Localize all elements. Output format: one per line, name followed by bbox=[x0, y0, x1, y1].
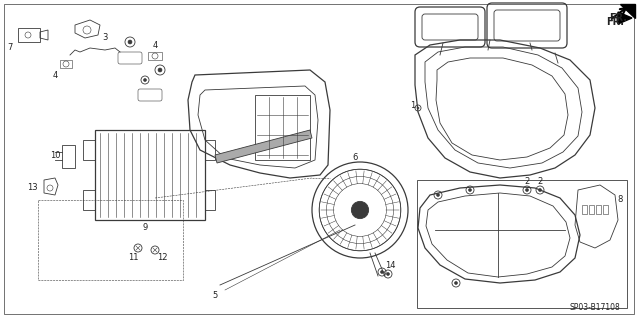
Bar bbox=[205, 140, 215, 160]
Text: 11: 11 bbox=[128, 254, 138, 263]
Text: 14: 14 bbox=[385, 261, 396, 270]
Circle shape bbox=[436, 194, 440, 197]
Text: 13: 13 bbox=[27, 183, 37, 192]
Circle shape bbox=[381, 271, 383, 273]
Text: FR.: FR. bbox=[609, 13, 627, 23]
Circle shape bbox=[158, 68, 162, 72]
Text: 9: 9 bbox=[142, 224, 148, 233]
Bar bbox=[603, 205, 608, 214]
Circle shape bbox=[454, 281, 458, 285]
Text: 3: 3 bbox=[102, 33, 108, 42]
Bar bbox=[83, 190, 95, 210]
Polygon shape bbox=[618, 12, 632, 24]
Bar bbox=[205, 190, 215, 210]
Circle shape bbox=[143, 78, 147, 81]
Bar bbox=[83, 140, 95, 160]
Text: SP03-B17108: SP03-B17108 bbox=[569, 303, 620, 313]
Text: 6: 6 bbox=[352, 153, 358, 162]
Text: FR.: FR. bbox=[606, 17, 624, 27]
Circle shape bbox=[468, 189, 472, 191]
Polygon shape bbox=[215, 130, 312, 163]
Text: 2: 2 bbox=[538, 177, 543, 187]
Text: 1: 1 bbox=[410, 100, 415, 109]
Bar bbox=[582, 205, 587, 214]
Circle shape bbox=[351, 201, 369, 219]
Bar bbox=[596, 205, 601, 214]
Bar bbox=[95, 130, 205, 220]
Text: 7: 7 bbox=[7, 43, 13, 53]
Circle shape bbox=[525, 189, 529, 191]
Polygon shape bbox=[620, 4, 635, 18]
Text: 4: 4 bbox=[52, 70, 58, 79]
Bar bbox=[38, 200, 183, 280]
Bar bbox=[589, 205, 594, 214]
Text: 5: 5 bbox=[212, 291, 218, 300]
Bar bbox=[255, 95, 310, 160]
Circle shape bbox=[417, 107, 419, 109]
Text: 10: 10 bbox=[50, 151, 60, 160]
Circle shape bbox=[538, 189, 541, 191]
Text: 4: 4 bbox=[152, 41, 157, 50]
Circle shape bbox=[128, 40, 132, 44]
Bar bbox=[417, 180, 627, 308]
Text: 8: 8 bbox=[618, 196, 623, 204]
Text: 12: 12 bbox=[157, 254, 167, 263]
Text: 2: 2 bbox=[524, 177, 530, 187]
Circle shape bbox=[387, 272, 390, 276]
